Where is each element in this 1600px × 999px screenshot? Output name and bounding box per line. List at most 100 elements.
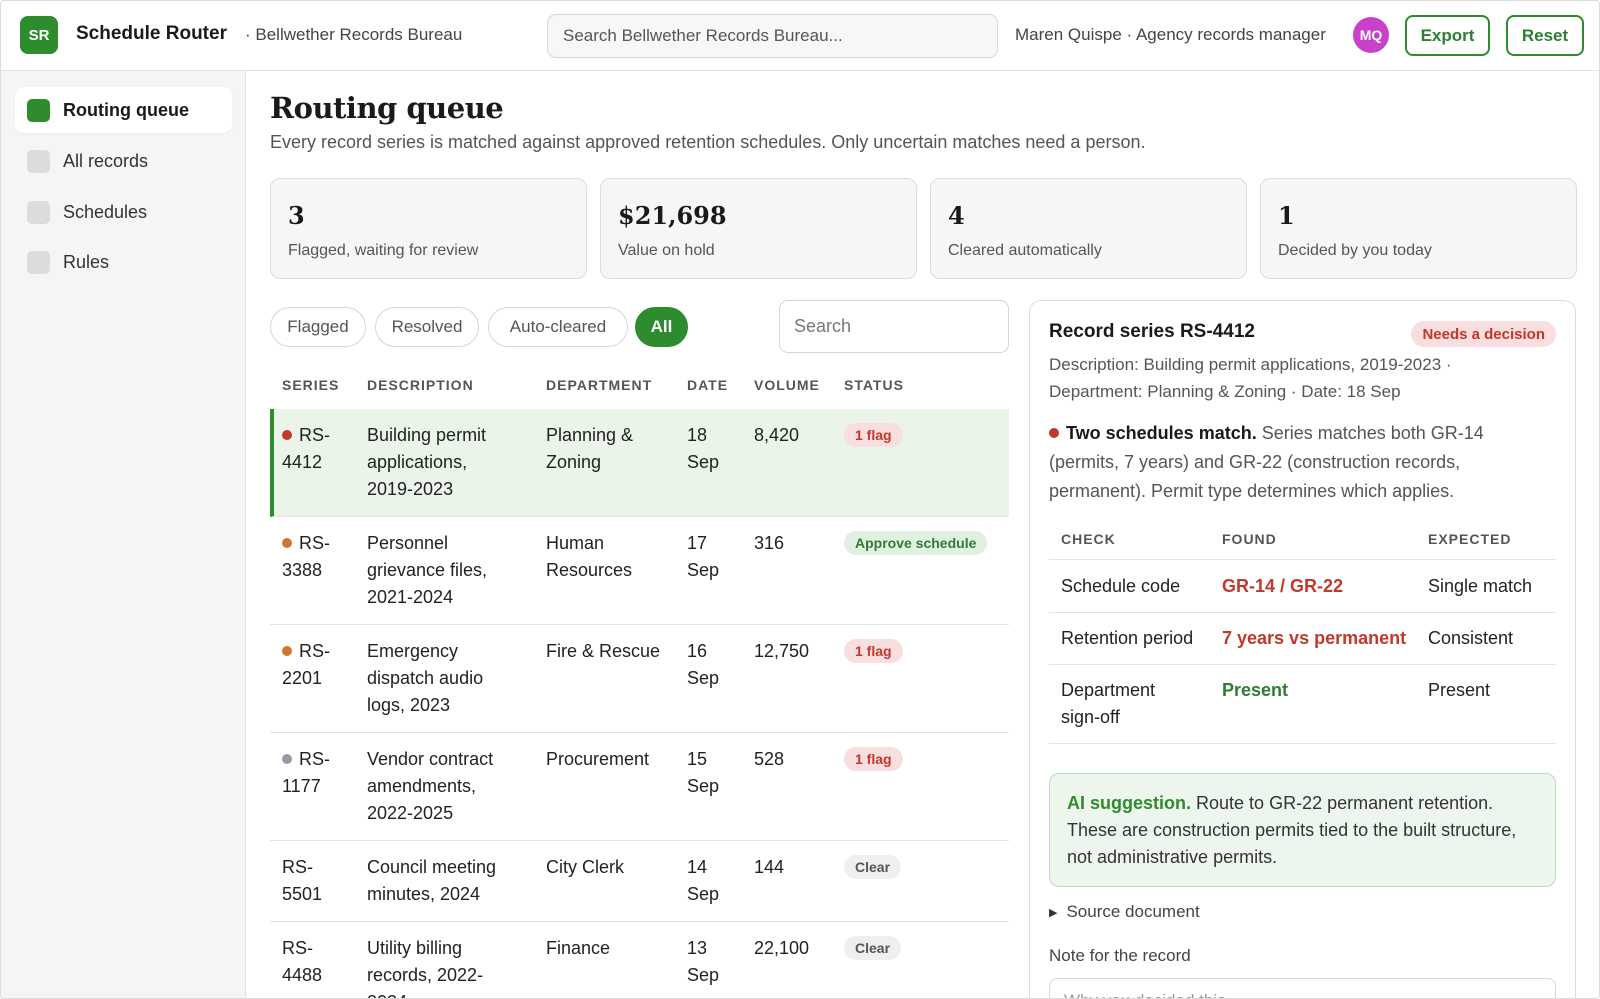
department-cell: Planning & Zoning <box>546 422 633 476</box>
status-badge[interactable]: Approve schedule <box>844 531 988 555</box>
check-header: CHECK <box>1061 531 1116 547</box>
reset-button[interactable]: Reset <box>1506 15 1584 56</box>
date-month: Sep <box>687 560 720 580</box>
series-number: 1177 <box>282 776 321 796</box>
series-prefix: RS- <box>299 749 330 769</box>
volume-cell: 22,100 <box>754 938 810 958</box>
status-badge: 1 flag <box>844 639 903 663</box>
stat-value: 4 <box>948 201 965 230</box>
date-month: Sep <box>687 668 720 688</box>
date-cell: 18 Sep <box>687 422 719 476</box>
series-cell: RS- 2201 <box>282 638 330 692</box>
check-expected: Present <box>1428 680 1491 700</box>
date-month: Sep <box>687 965 720 985</box>
column-header-description[interactable]: DESCRIPTION <box>367 377 474 393</box>
sidebar-item-routing-queue[interactable]: Routing queue <box>15 87 232 133</box>
description-cell: Personnel grievance files, 2021-2024 <box>367 530 487 611</box>
meta-line: Department: Planning & Zoning · Date: 18… <box>1049 382 1401 401</box>
stat-label: Flagged, waiting for review <box>288 242 479 259</box>
date-day: 18 <box>687 425 708 445</box>
desc-line: Council meeting <box>367 857 497 877</box>
issue-headline: Two schedules match. <box>1066 423 1257 443</box>
table-row[interactable]: RS- 4412 Building permit applications, 2019… <box>270 409 1009 517</box>
ai-text: Route to GR-22 permanent retention. Thes… <box>1067 793 1517 867</box>
description-cell: Council meeting minutes, 2024 <box>367 854 496 908</box>
desc-line: 2019-2023 <box>367 479 454 499</box>
date-day: 16 <box>687 641 708 661</box>
meta-line: Description: Building permit application… <box>1049 355 1452 374</box>
column-header-date[interactable]: DATE <box>687 377 729 393</box>
department-cell: Finance <box>546 935 610 962</box>
nav-square-icon <box>27 250 50 274</box>
org-name: · Bellwether Records Bureau <box>245 25 463 44</box>
desc-line: Vendor contract <box>367 749 494 769</box>
page-subtitle: Every record series is matched against a… <box>270 132 1146 152</box>
department-cell: City Clerk <box>546 854 624 881</box>
column-header-series[interactable]: SERIES <box>282 377 340 393</box>
avatar[interactable]: MQ <box>1353 17 1389 53</box>
sidebar-item-label: Routing queue <box>63 99 189 120</box>
detail-title: Record series RS-4412 <box>1049 321 1255 342</box>
record-detail-panel: Record series RS-4412 Needs a decision D… <box>1029 300 1576 998</box>
sidebar-item-schedules[interactable]: Schedules <box>15 189 232 235</box>
filter-chip-all[interactable]: All <box>635 307 688 347</box>
dept-line: Zoning <box>546 452 602 472</box>
desc-line: Emergency <box>367 641 459 661</box>
table-row[interactable]: RS- 2201 Emergency dispatch audio logs, 202… <box>270 625 1009 733</box>
stat-card-value-on-hold: $21,698 Value on hold <box>600 178 917 279</box>
desc-line: applications, <box>367 452 468 472</box>
stat-label: Decided by you today <box>1278 242 1432 259</box>
check-found: Present <box>1222 680 1289 700</box>
sidebar-item-rules[interactable]: Rules <box>15 239 232 285</box>
issue-dot-icon <box>1049 428 1059 438</box>
date-cell: 17 Sep <box>687 530 719 584</box>
desc-line: Building permit <box>367 425 487 445</box>
export-button[interactable]: Export <box>1405 15 1490 56</box>
date-cell: 14 Sep <box>687 854 719 908</box>
series-cell: RS- 4412 <box>282 422 330 476</box>
desc-line: logs, 2023 <box>367 695 451 715</box>
nav-square-icon <box>27 98 50 122</box>
top-bar: SR Schedule Router · Bellwether Records … <box>1 1 1599 71</box>
filter-chip-resolved[interactable]: Resolved <box>375 307 479 347</box>
date-day: 15 <box>687 749 708 769</box>
column-header-volume[interactable]: VOLUME <box>754 377 820 393</box>
status-badge: Clear <box>844 855 902 879</box>
table-row[interactable]: RS- 3388 Personnel grievance files, 2021-20… <box>270 517 1009 625</box>
sidebar-item-label: Rules <box>63 251 110 272</box>
note-input[interactable]: Why you decided this... <box>1049 978 1556 998</box>
check-name: Retention period <box>1061 628 1194 648</box>
table-row[interactable]: RS- 1177 Vendor contract amendments, 2022-2… <box>270 733 1009 841</box>
check-name: Department sign-off <box>1061 677 1155 731</box>
table-search-input[interactable]: Search <box>779 300 1009 353</box>
table-row[interactable]: RS- 5501 Council meeting minutes, 2024 Cit… <box>270 841 1009 922</box>
description-cell: Building permit applications, 2019-2023 <box>367 422 486 503</box>
sidebar-item-all-records[interactable]: All records <box>15 138 232 184</box>
dept-line: Finance <box>546 938 611 958</box>
filter-chip-flagged[interactable]: Flagged <box>270 307 366 347</box>
check-found: GR-14 / GR-22 <box>1222 576 1344 596</box>
stat-card-cleared: 4 Cleared automatically <box>930 178 1247 279</box>
series-number: 4488 <box>282 965 323 985</box>
source-document-toggle[interactable]: ▶ Source document <box>1049 902 1200 922</box>
series-prefix: RS- <box>282 938 313 958</box>
column-header-department[interactable]: DEPARTMENT <box>546 377 653 393</box>
filter-chip-auto-cleared[interactable]: Auto-cleared <box>488 307 628 347</box>
table-row[interactable]: RS- 4488 Utility billing records, 2022- 202… <box>270 922 1009 998</box>
volume-cell: 316 <box>754 533 785 553</box>
desc-line: Utility billing <box>367 938 463 958</box>
series-cell: RS- 1177 <box>282 746 330 800</box>
page-title: Routing queue <box>270 91 504 125</box>
sidebar-item-label: All records <box>63 150 149 171</box>
date-day: 17 <box>687 533 708 553</box>
stat-card-decided: 1 Decided by you today <box>1260 178 1577 279</box>
column-header-status[interactable]: STATUS <box>844 377 904 393</box>
date-cell: 13 Sep <box>687 935 719 989</box>
department-cell: Human Resources <box>546 530 632 584</box>
date-month: Sep <box>687 884 720 904</box>
detail-meta: Description: Building permit application… <box>1049 351 1549 405</box>
check-row: Retention period 7 years vs permanent Co… <box>1049 612 1556 664</box>
date-day: 13 <box>687 938 708 958</box>
global-search-input[interactable]: Search Bellwether Records Bureau... <box>547 14 998 58</box>
